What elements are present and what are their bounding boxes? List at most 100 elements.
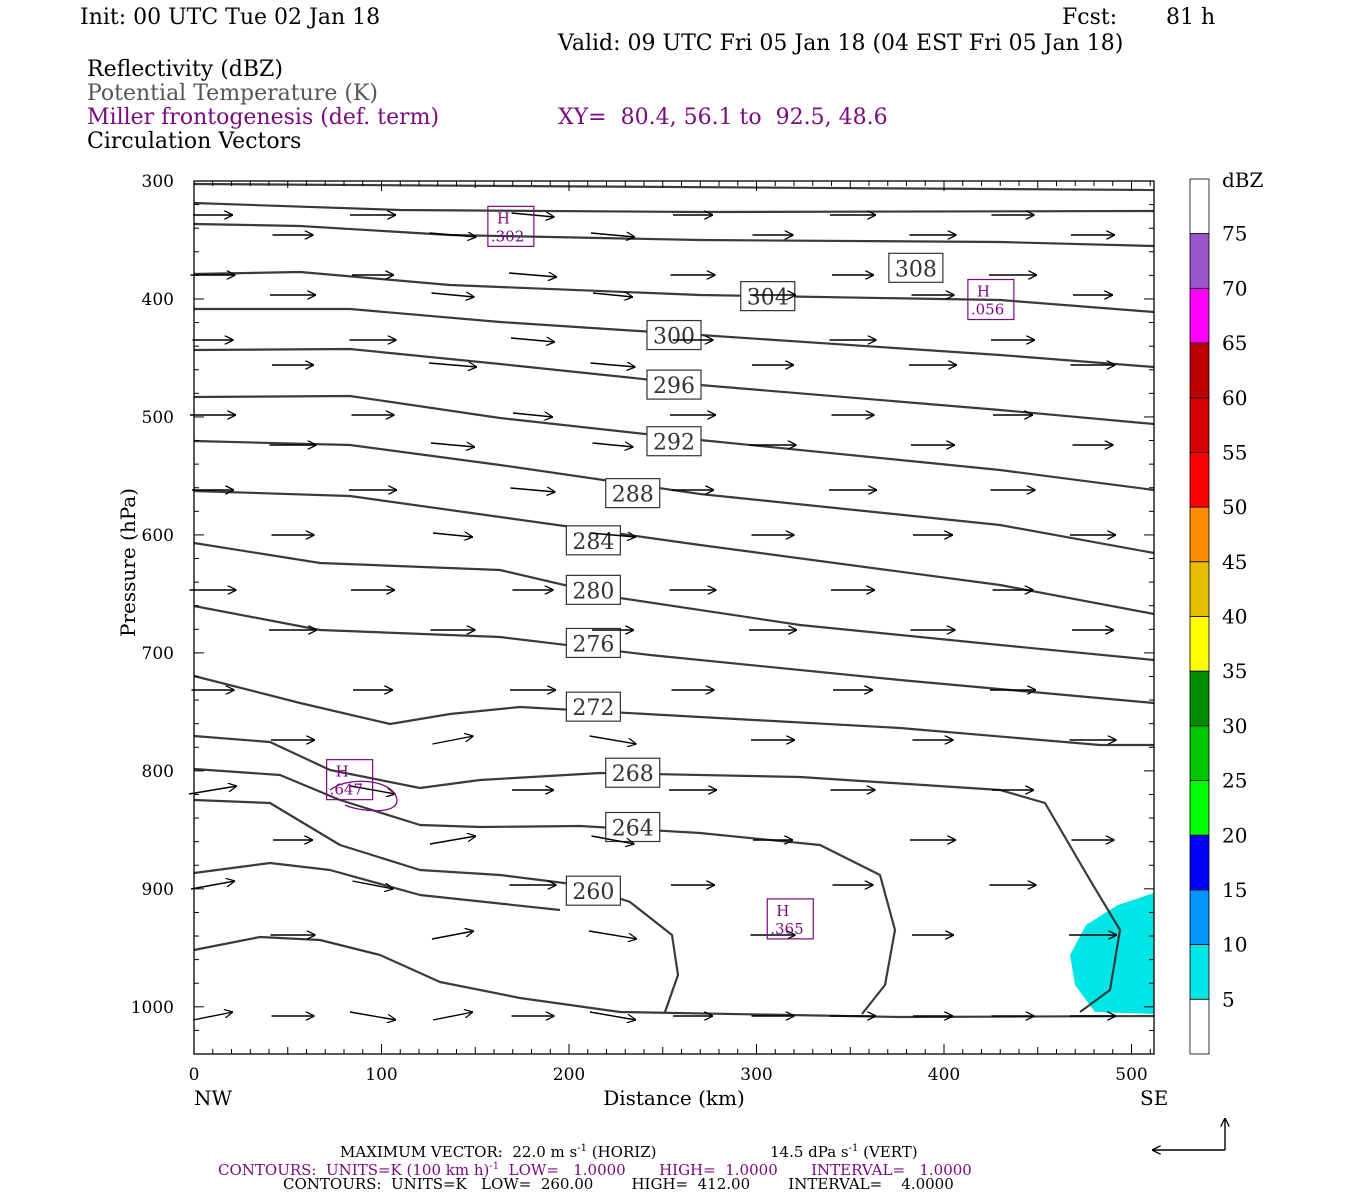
colorbar-segment: [1189, 561, 1210, 617]
legend-circulation-vectors: Circulation Vectors: [87, 129, 302, 154]
y-tick-label: 300: [142, 172, 174, 192]
isentrope-line: [193, 541, 1155, 662]
colorbar-label: 30: [1222, 714, 1247, 738]
circulation-vector: [592, 293, 633, 297]
isentrope-label: 292: [653, 431, 695, 456]
circulation-vector: [429, 233, 477, 237]
isentrope-label-box: [565, 525, 621, 556]
circulation-vector: [510, 338, 555, 342]
circulation-vector: [188, 786, 237, 795]
circulation-vector: [592, 443, 634, 447]
colorbar-segment: [1189, 342, 1210, 399]
isentrope-label: 272: [572, 696, 614, 721]
circulation-vector: [508, 273, 557, 277]
isentrope-label: 296: [653, 374, 695, 399]
y-tick-label: 900: [142, 880, 174, 900]
isentrope-line: [193, 439, 1155, 555]
colorbar-segment: [1189, 287, 1210, 344]
colorbar-label: 75: [1222, 222, 1247, 246]
colorbar-label: 60: [1222, 386, 1247, 410]
circulation-vector: [428, 363, 477, 367]
colorbar-label: 20: [1222, 823, 1247, 847]
isentrope-label-box: [888, 252, 944, 283]
colorbar-label: 10: [1222, 933, 1247, 957]
init-time: Init: 00 UTC Tue 02 Jan 18: [80, 5, 381, 30]
fronto-max-box: [766, 898, 814, 940]
circulation-vector: [430, 443, 475, 447]
colorbar-segment: [1189, 889, 1210, 946]
isentrope-label-box: [646, 369, 702, 400]
forecast-hour: 81 h: [1166, 5, 1216, 30]
y-tick-label: 1000: [131, 998, 174, 1018]
isentrope-label: 260: [572, 880, 614, 905]
colorbar-segment: [1189, 834, 1210, 891]
x-end-label-nw: NW: [194, 1086, 233, 1110]
fronto-max-value: .056: [971, 301, 1004, 319]
colorbar-segment: [1189, 670, 1210, 727]
circulation-vector: [590, 233, 635, 237]
colorbar-segment: [1189, 452, 1210, 508]
fronto-max-letter: H: [977, 283, 990, 301]
isentrope-line: [193, 182, 1155, 192]
isentrope-line: [193, 674, 1154, 747]
isentrope-line: [194, 307, 1155, 369]
circulation-vector: [511, 213, 555, 217]
isentrope-line: [193, 734, 1122, 1013]
circulation-vector: [431, 931, 474, 940]
x-end-label-se: SE: [1140, 1086, 1168, 1110]
isentrope-line: [193, 767, 897, 1015]
colorbar-label: 70: [1222, 276, 1247, 300]
isentrope-line: [193, 222, 1155, 248]
colorbar-segment: [1189, 998, 1210, 1055]
circulation-vector: [432, 533, 473, 537]
colorbar-segment: [1189, 506, 1210, 563]
fronto-max-letter: H: [336, 763, 349, 781]
isentrope-line: [193, 935, 1155, 1019]
fronto-max-box: [487, 205, 535, 247]
y-tick-label: 600: [142, 526, 174, 546]
fronto-max-box: [967, 278, 1015, 321]
colorbar-segment: [1189, 233, 1210, 289]
fronto-max-letter: H: [776, 902, 789, 920]
y-tick-label: 500: [142, 408, 174, 428]
isentrope-label-box: [605, 811, 661, 843]
isentrope-line: [193, 201, 1155, 214]
isentrope-label-box: [565, 627, 621, 659]
fronto-contour: [329, 780, 398, 812]
isentrope-line: [193, 489, 1155, 616]
isentrope-line: [193, 270, 1155, 314]
colorbar-segment: [1189, 616, 1210, 672]
circulation-vector: [589, 735, 637, 744]
isentrope-label: 304: [747, 286, 789, 311]
circulation-vector: [349, 1011, 396, 1020]
isentrope-label-box: [565, 574, 621, 605]
isentrope-label: 308: [895, 257, 937, 282]
isentrope-label: 264: [612, 816, 654, 841]
colorbar-label: 55: [1222, 440, 1247, 464]
isentrope-label: 280: [572, 579, 614, 604]
colorbar-segment: [1189, 178, 1210, 235]
x-tick-label: 400: [928, 1065, 960, 1085]
reflectivity-area: [1070, 893, 1154, 1014]
isentrope-label-box: [605, 478, 661, 509]
isentrope-label: 288: [612, 483, 654, 508]
circulation-vector: [510, 488, 556, 492]
circulation-vector: [432, 736, 474, 745]
cross-section-endpoints: XY= 80.4, 56.1 to 92.5, 48.6: [558, 105, 888, 130]
isentrope-line: [193, 861, 561, 912]
y-tick-label: 400: [142, 290, 174, 310]
circulation-vector: [512, 413, 553, 417]
plot-frame: [193, 180, 1155, 1055]
x-axis-label: Distance (km): [603, 1086, 745, 1110]
isentrope-label: 268: [612, 762, 654, 787]
x-tick-label: 300: [740, 1065, 772, 1085]
colorbar-segment: [1189, 780, 1210, 836]
colorbar-label: 50: [1222, 495, 1247, 519]
y-tick-label: 800: [142, 762, 174, 782]
isentrope-label-box: [740, 281, 796, 312]
colorbar-label: 35: [1222, 659, 1247, 683]
colorbar-label: 40: [1222, 605, 1247, 629]
circulation-vector: [190, 881, 235, 890]
circulation-vector: [431, 293, 475, 297]
circulation-vector: [590, 363, 636, 367]
